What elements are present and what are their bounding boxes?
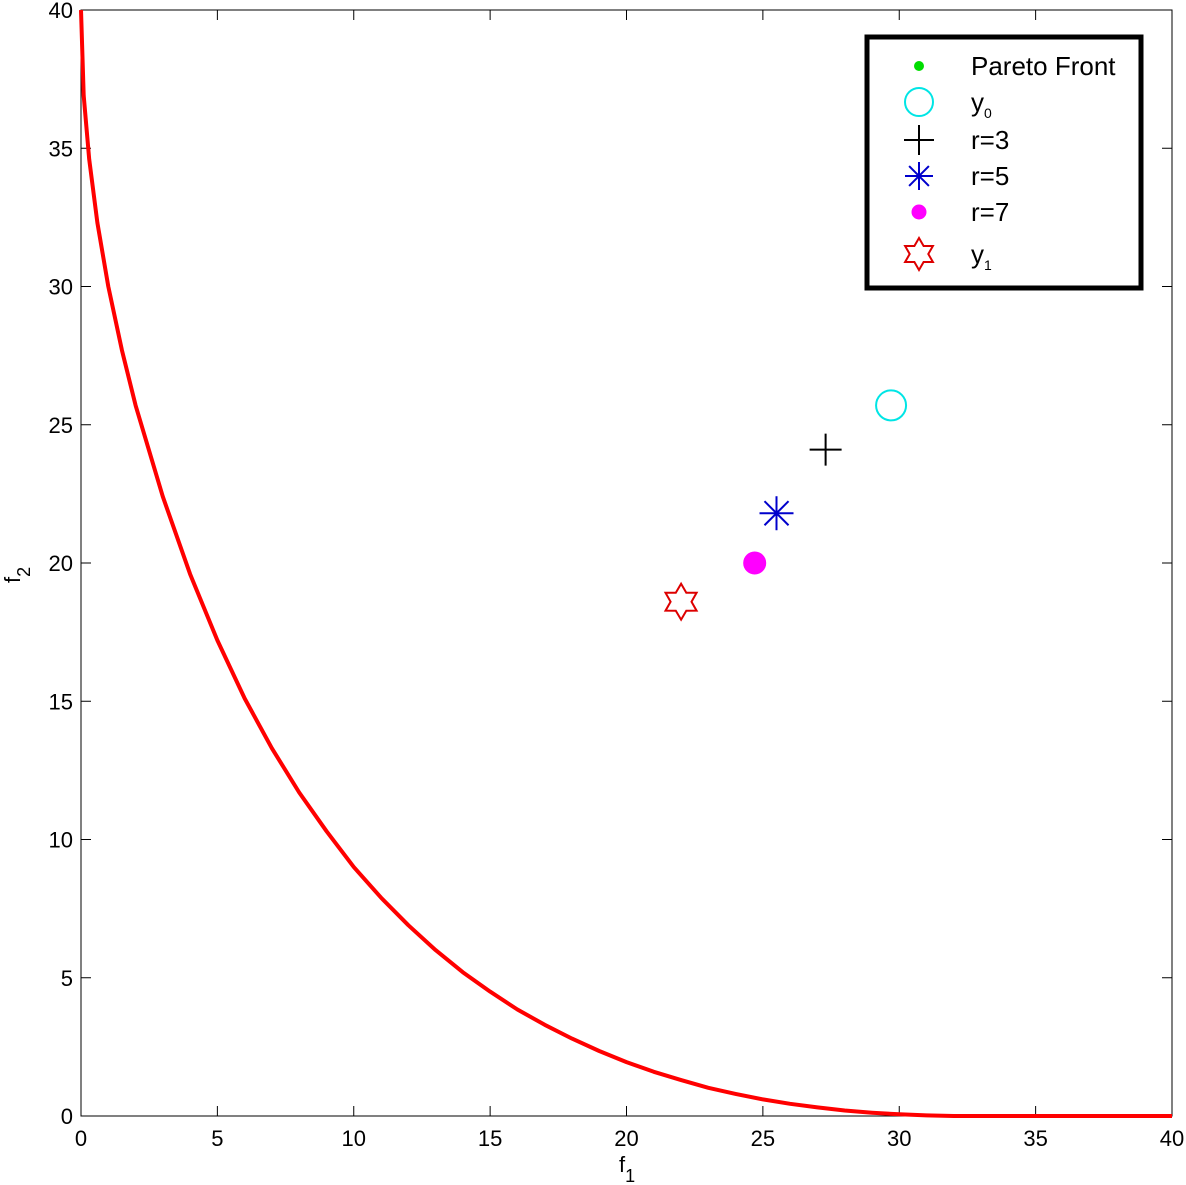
x-axis-label-main: f	[619, 1152, 626, 1177]
legend-label-main: y	[971, 87, 984, 117]
marker-hexagram	[903, 235, 935, 273]
y-tick-label: 40	[49, 0, 73, 23]
pareto-front-line	[79, 9, 1172, 1118]
point-hexagram-open	[663, 581, 699, 622]
x-axis-label: f1	[619, 1152, 635, 1185]
x-tick-label: 20	[614, 1126, 638, 1151]
legend-marker	[903, 235, 935, 273]
legend-marker	[905, 162, 933, 190]
legend-label: y0	[971, 87, 992, 121]
point-dot-filled	[743, 551, 767, 575]
legend-label-main: Pareto Front	[971, 51, 1116, 81]
y-tick-label: 30	[49, 275, 73, 300]
x-tick-label: 5	[211, 1126, 223, 1151]
legend-marker	[911, 204, 927, 220]
legend-label: r=5	[971, 161, 1009, 191]
legend-label-main: r=7	[971, 197, 1009, 227]
point-plus	[809, 433, 842, 466]
x-tick-label: 10	[342, 1126, 366, 1151]
marker-hexagram	[663, 581, 699, 622]
point-circle-open	[875, 389, 908, 422]
legend-marker	[904, 125, 934, 155]
y-tick-label: 35	[49, 136, 73, 161]
x-tick-label: 0	[75, 1126, 87, 1151]
marker-dot	[743, 551, 767, 575]
legend-label-sub: 1	[984, 257, 992, 273]
marker-dot-small	[914, 61, 924, 71]
legend-box	[864, 34, 1144, 291]
x-tick-label: 35	[1023, 1126, 1047, 1151]
pareto-front-curve-layer	[79, 9, 1172, 1118]
marker-circle	[875, 389, 908, 422]
marker-dot	[911, 204, 927, 220]
point-asterisk	[759, 496, 794, 531]
x-axis-label-sub: 1	[625, 1166, 635, 1185]
y-axis-label-main: f	[0, 576, 25, 583]
legend-label: y1	[971, 239, 992, 273]
y-tick-label: 15	[49, 689, 73, 714]
marker-asterisk-arm	[908, 165, 930, 187]
points-layer	[663, 389, 908, 622]
marker-asterisk-arm	[763, 500, 790, 526]
y-tick-label: 0	[61, 1104, 73, 1129]
legend-label-sub: 0	[984, 105, 992, 121]
axis-labels: f1 f2	[0, 567, 635, 1185]
y-tick-label: 20	[49, 551, 73, 576]
y-tick-label: 10	[49, 828, 73, 853]
x-tick-label: 25	[751, 1126, 775, 1151]
x-tick-label: 15	[478, 1126, 502, 1151]
legend-label-main: r=3	[971, 125, 1009, 155]
y-tick-label: 5	[61, 966, 73, 991]
legend-label: r=7	[971, 197, 1009, 227]
legend-marker	[904, 87, 934, 117]
legend-marker	[914, 61, 924, 71]
legend-label-main: r=5	[971, 161, 1009, 191]
marker-circle	[904, 87, 934, 117]
legend-label: Pareto Front	[971, 51, 1116, 81]
legend-label: r=3	[971, 125, 1009, 155]
x-tick-label: 40	[1160, 1126, 1184, 1151]
legend-label-main: y	[971, 239, 984, 269]
y-axis-label: f2	[0, 567, 34, 583]
y-tick-label: 25	[49, 413, 73, 438]
x-tick-label: 30	[887, 1126, 911, 1151]
y-axis-label-sub: 2	[14, 567, 34, 577]
